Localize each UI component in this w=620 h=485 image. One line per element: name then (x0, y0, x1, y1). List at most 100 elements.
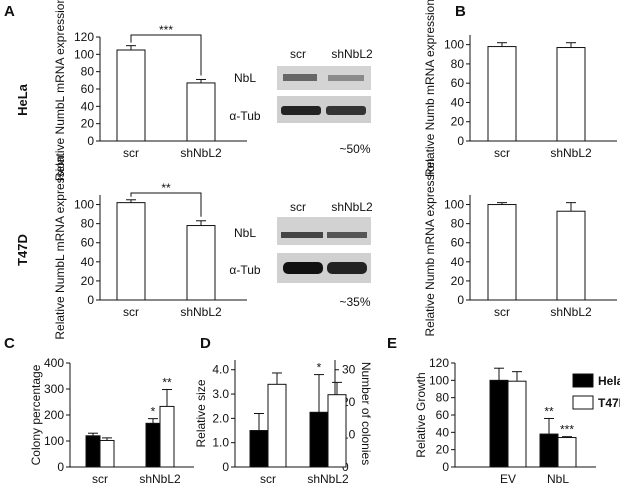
y-tick-label: 80 (81, 217, 95, 231)
significance-label: ** (544, 404, 554, 418)
y-tick-label: 3.0 (212, 387, 229, 401)
x-tick-label: EV (500, 472, 516, 485)
y-axis-label-right: Number of colonies (359, 362, 373, 465)
row-label-t47d: T47D (15, 234, 30, 266)
bar (99, 439, 115, 468)
x-tick-label: shNbL2 (180, 146, 222, 160)
y-tick-label: 2.0 (212, 411, 229, 425)
bar (116, 202, 146, 301)
western-blot-t47d: scr shNbL2 NbL α-Tub ~35% (229, 200, 373, 309)
chart-b-hela: 0 20 40 60 80 100 Relative Numb mRNA expressio… (423, 0, 617, 177)
bar (557, 437, 577, 468)
y-tick-label: 40 (451, 95, 465, 109)
y-tick-label: 80 (451, 57, 465, 71)
y-tick-label: 200 (44, 408, 64, 422)
x-tick-label: shNbL2 (307, 472, 349, 485)
x-tick-label: scr (494, 146, 510, 160)
bar (539, 433, 559, 468)
y-tick-label: 60 (451, 236, 465, 250)
chart-a-t47d: 0 20 40 60 80 100 Relative NumbL mRNA expressi… (53, 155, 247, 340)
bar (327, 394, 347, 468)
x-tick-label: shNbL2 (180, 305, 222, 319)
chart-a-hela: 0 20 40 60 80 100 120 Relative NumbL mRNA expre… (53, 0, 247, 181)
bar (249, 430, 269, 468)
y-tick-label: 80 (451, 217, 465, 231)
y-tick-label: 20 (451, 274, 465, 288)
y-tick-label-right: 30 (342, 363, 356, 377)
y-axis-label: Relative Numb mRNA expression (423, 158, 437, 336)
y-tick-label: 100 (44, 434, 64, 448)
bar (267, 383, 287, 468)
panel-label-e: E (387, 335, 397, 352)
panel-label-c: C (4, 335, 15, 352)
y-tick-label: 20 (81, 274, 95, 288)
bar (507, 380, 527, 468)
significance-label: * (317, 361, 322, 375)
bar (309, 411, 329, 468)
x-tick-label: shNbL2 (550, 146, 592, 160)
blot-band (328, 75, 364, 81)
x-tick-label: scr (123, 305, 139, 319)
blot-band (281, 106, 321, 115)
x-tick-label: scr (92, 472, 108, 485)
x-tick-label: scr (260, 472, 276, 485)
knockdown-note: ~35% (339, 295, 370, 309)
x-tick-label: shNbL2 (550, 305, 592, 319)
y-tick-label: 60 (436, 408, 450, 422)
y-tick-label: 40 (81, 99, 95, 113)
y-tick-label: 0 (442, 460, 449, 474)
bar (145, 422, 161, 468)
y-axis-label: Relative NumbL mRNA expression (53, 0, 67, 181)
y-tick-label: 0 (87, 293, 94, 307)
y-tick-label: 20 (436, 443, 450, 457)
significance-label: *** (560, 423, 574, 437)
blot-row-label: α-Tub (229, 109, 260, 123)
legend-swatch (572, 395, 594, 410)
y-tick-label: 80 (436, 391, 450, 405)
y-axis-label: Relative NumbL mRNA expression (53, 155, 67, 339)
blot-band (283, 262, 323, 274)
y-tick-label: 20 (81, 117, 95, 131)
bar (186, 82, 216, 142)
y-tick-label: 40 (81, 255, 95, 269)
bar (487, 204, 517, 301)
knockdown-note: ~50% (339, 142, 370, 156)
y-tick-label: 100 (444, 38, 464, 52)
y-tick-label: 100 (74, 198, 94, 212)
blot-row-label: NbL (234, 71, 256, 85)
significance-bracket (130, 192, 202, 217)
x-tick-label: shNbL2 (139, 472, 181, 485)
blot-band (327, 232, 367, 238)
legend-label: T47D (598, 396, 620, 410)
lane-label: shNbL2 (331, 47, 373, 61)
y-tick-label: 60 (81, 236, 95, 250)
y-tick-label: 0 (87, 134, 94, 148)
y-tick-label: 120 (429, 356, 449, 370)
western-blot-hela: scr shNbL2 NbL α-Tub ~50% (229, 47, 373, 156)
blot-band (281, 232, 323, 238)
bar (85, 435, 101, 468)
bar (489, 379, 509, 468)
significance-label: ** (161, 181, 171, 195)
bar (186, 225, 216, 301)
y-tick-label: 60 (451, 76, 465, 90)
y-tick-label: 1.0 (212, 436, 229, 450)
blot-row-label: NbL (234, 226, 256, 240)
y-axis-label: Relative size (194, 379, 208, 447)
panel-label-b: B (455, 3, 466, 20)
chart-b-t47d: 0 20 40 60 80 100 Relative Numb mRNA expressio… (423, 158, 617, 337)
y-tick-label: 400 (44, 356, 64, 370)
bar (556, 210, 586, 301)
legend-swatch (572, 373, 594, 388)
bar (116, 49, 146, 142)
y-tick-label: 0 (457, 134, 464, 148)
y-tick-label: 20 (451, 115, 465, 129)
y-tick-label: 4.0 (212, 363, 229, 377)
blot-band (326, 106, 366, 115)
y-tick-label: 0 (222, 460, 229, 474)
y-tick-label: 100 (74, 47, 94, 61)
